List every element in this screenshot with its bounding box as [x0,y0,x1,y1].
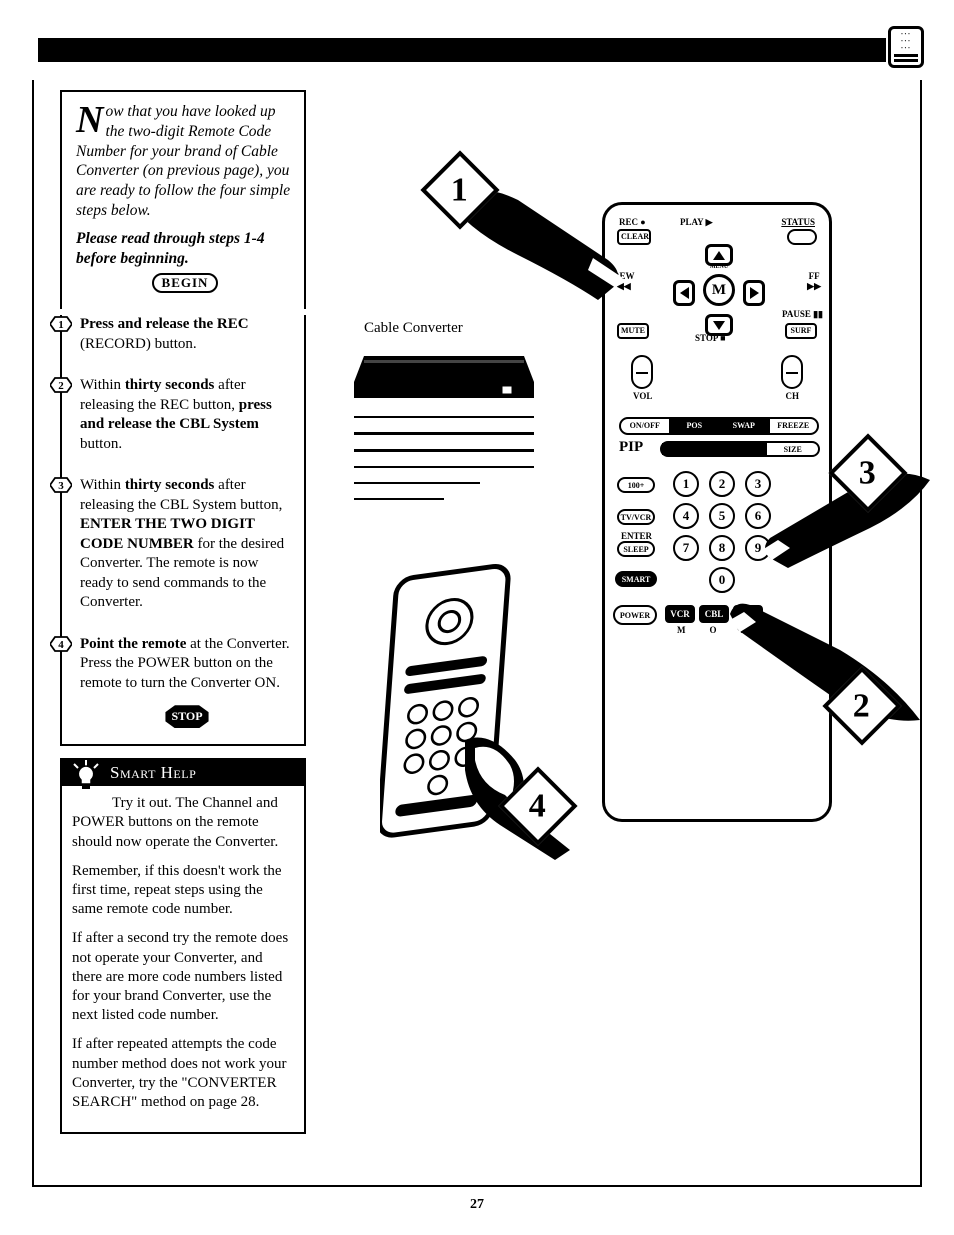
smart-help-p1: Try it out. The Channel and POWER button… [72,794,294,852]
digit-1-button[interactable]: 1 [673,471,699,497]
dpad: MENU M [669,240,769,340]
smart-help-p4: If after repeated attempts the code numb… [72,1035,294,1112]
step-1-number-icon: 1 [50,316,72,332]
intro-text: ow that you have looked up the two-digit… [76,103,290,219]
digit-5-button[interactable]: 5 [709,503,735,529]
step-2-number-icon: 2 [50,377,72,393]
power-button[interactable]: POWER [613,605,657,625]
pip-seg-a[interactable] [662,443,715,455]
illustration-area: Cable Converter 4 [330,90,910,870]
pip-row-2[interactable]: SIZE [660,441,820,457]
swap-button[interactable]: SWAP [720,419,770,433]
status-label: STATUS [781,217,815,227]
svg-text:2: 2 [58,380,64,392]
freeze-button[interactable]: FREEZE [770,419,818,433]
digit-7-button[interactable]: 7 [673,535,699,561]
step-2-a: Within [80,377,125,393]
stop-label: STOP ■ [695,333,726,343]
step-2-b: thirty seconds [125,377,215,393]
dpad-left[interactable] [673,280,695,306]
vol-label: VOL [633,391,652,401]
cable-converter-icon [354,342,534,398]
step-2: 2 Within thirty seconds after releasing … [80,376,294,454]
ch-label: CH [786,391,800,401]
enter-label: ENTER [621,531,652,541]
top-bar [38,38,886,62]
step-1-rest: (RECORD) button. [80,336,197,352]
dpad-menu-button[interactable]: M [703,274,735,306]
ch-rocker[interactable] [781,355,803,389]
stand-lines [354,402,534,500]
tvvcr-button[interactable]: TV/VCR [617,509,655,525]
smart-help-p3: If after a second try the remote does no… [72,929,294,1025]
ff-label: FF ▶▶ [807,271,821,292]
digit-2-button[interactable]: 2 [709,471,735,497]
pip-row-1[interactable]: ON/OFF POS SWAP FREEZE [619,417,819,435]
vcr-mode-button[interactable]: VCR [665,605,695,623]
step-4-a: Point the remote [80,636,186,652]
step-4: 4 Point the remote at the Converter. Pre… [80,635,294,694]
surf-button[interactable]: SURF [785,323,817,339]
digit-0-button[interactable]: 0 [709,567,735,593]
step-4-number-icon: 4 [50,636,72,652]
intro-please: Please read through steps 1-4 before beg… [76,229,294,269]
svg-text:4: 4 [58,639,64,651]
step-2-e: button. [80,436,122,452]
page-number: 27 [0,1197,954,1213]
digit-4-button[interactable]: 4 [673,503,699,529]
mute-button[interactable]: MUTE [617,323,649,339]
step-3-number-icon: 3 [50,477,72,493]
pip-seg-b[interactable] [715,443,768,455]
status-button[interactable] [787,229,817,245]
svg-text:1: 1 [58,319,64,331]
sleep-button[interactable]: SLEEP [617,541,655,557]
onoff-button[interactable]: ON/OFF [621,419,671,433]
cable-converter-label: Cable Converter [364,320,463,337]
dpad-right[interactable] [743,280,765,306]
smart-help-title: Smart Help [110,763,196,782]
hand-2-icon [730,600,920,760]
step-3: 3 Within thirty seconds after releasing … [80,476,294,613]
dropcap: N [76,102,105,135]
smart-button[interactable]: SMART [615,571,657,587]
step-1-bold: Press and release the REC [80,316,249,332]
digit-8-button[interactable]: 8 [709,535,735,561]
begin-badge: BEGIN [152,273,219,294]
lightbulb-icon [68,758,104,794]
cbl-mode-button[interactable]: CBL [699,605,729,623]
step-1: 1 Press and release the REC (RECORD) but… [80,315,294,354]
size-button[interactable]: SIZE [767,443,818,455]
device-icon: ∙∙∙∙∙∙∙∙∙ [888,26,924,68]
left-column: N ow that you have looked up the two-dig… [60,90,306,1134]
stop-badge: STOP [165,705,208,728]
pause-label: PAUSE ▮▮ [782,309,823,320]
svg-text:3: 3 [58,480,64,492]
play-label: PLAY ▶ [680,217,713,228]
step-3-a: Within [80,477,125,493]
step-3-b: thirty seconds [125,477,215,493]
pip-label: PIP [619,439,643,456]
smart-help-p2: Remember, if this doesn't work the first… [72,862,294,920]
intro-box: N ow that you have looked up the two-dig… [60,90,306,309]
hundred-button[interactable]: 100+ [617,477,655,493]
smart-help-box: Smart Help Try it out. The Channel and P… [60,758,306,1134]
menu-label: MENU [708,264,730,270]
pos-button[interactable]: POS [671,419,721,433]
smart-help-body: Try it out. The Channel and POWER button… [62,786,304,1132]
smart-help-header: Smart Help [62,760,304,786]
steps-box: 1 Press and release the REC (RECORD) but… [60,315,306,746]
dpad-up[interactable]: MENU [705,244,733,266]
vol-rocker[interactable] [631,355,653,389]
